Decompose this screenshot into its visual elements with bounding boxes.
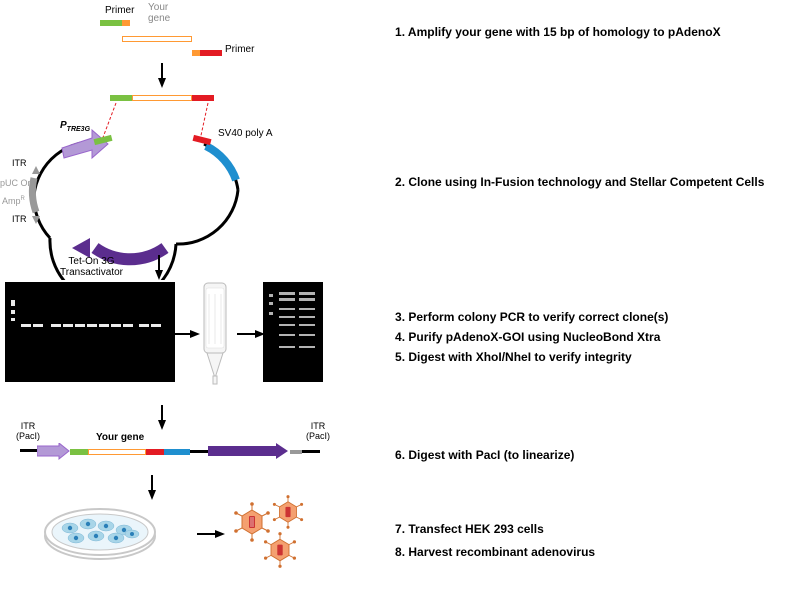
- steps-panel: 1. Amplify your gene with 15 bp of homol…: [395, 0, 795, 590]
- step-3: 3. Perform colony PCR to verify correct …: [395, 310, 668, 326]
- itr-bottom-label: ITR: [12, 214, 27, 224]
- gel-pcr: [5, 282, 175, 382]
- petri-dish: [40, 496, 160, 566]
- step-7: 7. Transfect HEK 293 cells: [395, 522, 544, 538]
- adenovirus-particles: [230, 494, 330, 574]
- gel-digest: [263, 282, 323, 382]
- itr-pacl-right-label: ITR (PacI): [306, 422, 330, 442]
- purification-column: [195, 280, 235, 390]
- puc-label: pUC Ori: [0, 178, 33, 188]
- step-5: 5. Digest with XhoI/NheI to verify integ…: [395, 350, 632, 366]
- p-tre3g-label: PTRE3G: [60, 120, 90, 133]
- workflow-diagram: Primer Your gene Primer PTRE3G SV40: [0, 0, 385, 590]
- step-2: 2. Clone using In-Fusion technology and …: [395, 175, 764, 191]
- ampr-label: AmpR: [2, 196, 25, 206]
- itr-top-label: ITR: [12, 158, 27, 168]
- sv40-label: SV40 poly A: [218, 128, 272, 139]
- arrow-to-gel: [155, 270, 163, 280]
- step-6: 6. Digest with PacI (to linearize): [395, 448, 574, 464]
- arrow-to-linear: [158, 420, 166, 430]
- linear-construct: [20, 446, 320, 458]
- step-1: 1. Amplify your gene with 15 bp of homol…: [395, 25, 721, 41]
- tet-on-label: Tet-On 3G Transactivator: [60, 256, 123, 278]
- step-8: 8. Harvest recombinant adenovirus: [395, 545, 595, 561]
- your-gene-linear-label: Your gene: [96, 432, 144, 443]
- step-4: 4. Purify pAdenoX-GOI using NucleoBond X…: [395, 330, 660, 346]
- arrow-dish-to-virus: [215, 530, 225, 538]
- itr-pacl-left-label: ITR (PacI): [16, 422, 40, 442]
